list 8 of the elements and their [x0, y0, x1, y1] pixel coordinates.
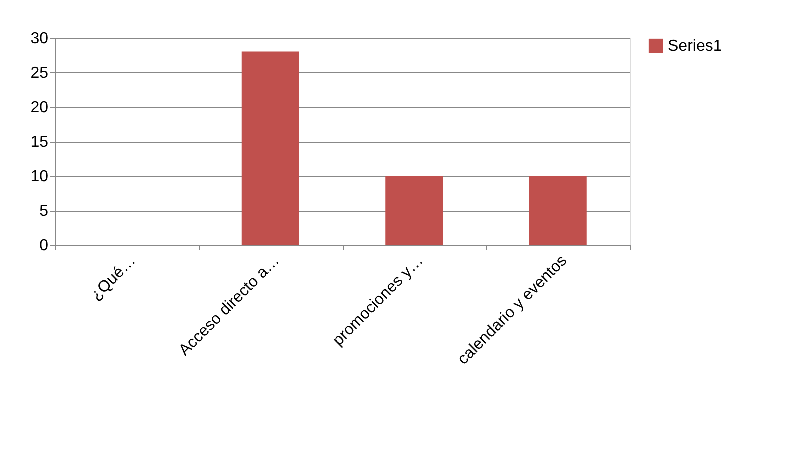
- y-tick-label: 15: [30, 134, 49, 151]
- y-tick-label: 25: [30, 65, 49, 82]
- y-tick-label: 20: [30, 100, 49, 116]
- y-tick-label: 0: [40, 238, 49, 254]
- y-tick-label: 5: [40, 203, 49, 220]
- y-tick-label: 10: [30, 168, 49, 186]
- legend-label: Series1: [668, 38, 722, 55]
- y-tick-label: 30: [30, 30, 49, 48]
